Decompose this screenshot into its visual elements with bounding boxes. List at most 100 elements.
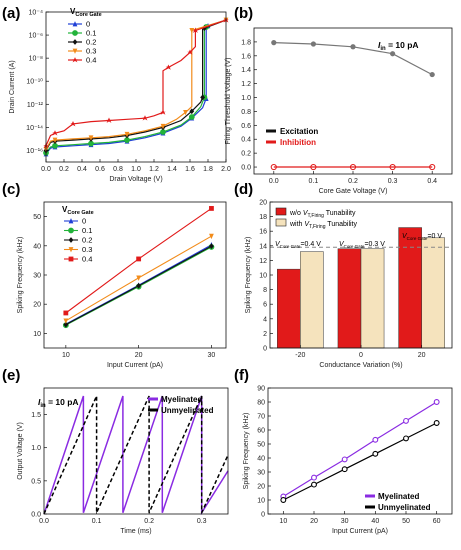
series-Myelinated-point <box>341 456 348 463</box>
c-ytick-label: 50 <box>33 214 41 221</box>
series-0.3-point <box>124 131 130 138</box>
svg-text:VCore Gate=0.4 V: VCore Gate=0.4 V <box>275 241 321 249</box>
panel-b-iin-value: = 10 pA <box>386 40 419 50</box>
series-Unmyelinated-point <box>403 435 409 442</box>
f-ytick-label: 20 <box>257 484 265 491</box>
a-xlabel: Drain Voltage (V) <box>109 176 162 183</box>
series-Unmyelinated-point <box>280 497 287 503</box>
legend-d2-sub: T,Firing <box>309 224 326 230</box>
panel-b-iin: I <box>378 40 381 50</box>
legend-d2-post: Tunability <box>325 221 357 228</box>
series-Inhibition-point <box>310 163 317 171</box>
series-0.4-point <box>192 27 199 33</box>
series-0.1-point <box>52 142 58 149</box>
a-ytick-label: 10⁻¹⁶ <box>26 148 43 155</box>
bar-with--20 <box>300 251 324 349</box>
d-ytick-label: 8 <box>263 287 267 294</box>
series-0.2-point <box>200 94 205 101</box>
panel-label-a: (a) <box>2 5 20 22</box>
e-ylabel: Output Voltage (V) <box>17 422 24 480</box>
series-Inhibition-point <box>270 163 277 171</box>
panel-e-iin: I <box>38 397 41 407</box>
bar-without--20 <box>277 268 301 349</box>
e-xtick-label: 0.0 <box>39 518 49 525</box>
c-ytick-label: 20 <box>33 302 41 309</box>
series-Unmyelinated-line <box>43 395 229 515</box>
b-ytick-label: 1.0 <box>241 95 251 102</box>
series-0.4-point <box>209 206 214 211</box>
svg-text:Iin = 10 pA: Iin = 10 pA <box>38 397 79 409</box>
a-ytick-label: 10⁻⁶ <box>29 33 43 40</box>
series-Unmyelinated-line <box>283 422 437 501</box>
panel-a-plot: 0.0 0.2 0.4 0.6 0.8 1.0 1.2 1.4 1.6 1.8 2.0 10⁻¹⁶ 10… <box>9 10 231 184</box>
panel-label-b: (b) <box>234 5 253 22</box>
series-0.2-point <box>209 243 214 249</box>
series-0.4-point <box>187 49 193 55</box>
b-ylabel: Firing Threshold Voltage (V) <box>225 57 232 144</box>
legend-c-label-0.4: 0.4 <box>82 255 92 264</box>
e-ytick-label: 1.5 <box>31 412 41 419</box>
series-0.1-line <box>45 19 227 154</box>
series-0.3-point <box>209 233 214 240</box>
legend-a-label-0.1: 0.1 <box>86 29 96 38</box>
panel-e-iin-sub: in <box>40 403 46 409</box>
panel-f-legend: Myelinated Unmyelinated <box>365 492 431 512</box>
legend-d1-sub: T,Firing <box>308 213 325 219</box>
panel-a-legend-title-sub: Core Gate <box>75 12 101 18</box>
e-xtick-label: 0.3 <box>197 518 207 525</box>
panel-b-iin-sub: in <box>380 46 386 52</box>
legend-c-label-0: 0 <box>82 217 86 226</box>
series-0.4-point <box>160 109 166 115</box>
legend-d1-post: Tunability <box>324 210 356 217</box>
e-xlabel: Time (ms) <box>120 528 151 535</box>
f-xtick-label: 50 <box>402 518 410 525</box>
legend-e-label-unmyelinated: Unmyelinated <box>161 406 214 415</box>
b-xtick-label: 0.0 <box>269 178 279 185</box>
panel-a-legend: VCore Gate <box>70 7 102 18</box>
f-ytick-label: 90 <box>257 386 265 393</box>
svg-text:VCore Gate: VCore Gate <box>70 7 102 18</box>
series-Inhibition-point <box>429 163 436 171</box>
legend-c-marker-0.2 <box>68 237 74 243</box>
f-xlabel: Input Current (pA) <box>332 528 388 535</box>
f-xtick-label: 10 <box>279 518 287 525</box>
d-ann3-sub: Core Gate <box>407 236 428 241</box>
series-0.4-line <box>45 19 227 147</box>
svg-text:with VT,Firing Tunability: with VT,Firing Tunability <box>289 221 358 230</box>
a-xtick-label: 0.0 <box>41 166 51 173</box>
panel-d-plot: -20 0 20 0 2 4 6 8 10 12 14 16 18 20 Conductance Varia… <box>245 200 453 369</box>
legend-e-label-myelinated: Myelinated <box>161 395 202 404</box>
a-xtick-label: 0.4 <box>77 166 87 173</box>
series-0.4-point <box>136 256 142 262</box>
b-ytick-label: 0.6 <box>241 123 251 130</box>
b-ytick-label: 0.0 <box>241 165 251 172</box>
series-Myelinated-point <box>372 436 379 443</box>
b-xtick-label: 0.4 <box>427 178 437 185</box>
panel-label-c: (c) <box>2 181 20 198</box>
series-Excitation-point <box>310 41 316 47</box>
a-xtick-label: 0.8 <box>113 166 123 173</box>
e-ytick-label: 0.0 <box>31 512 41 519</box>
f-xtick-label: 30 <box>341 518 349 525</box>
series-0.3-point <box>189 28 195 34</box>
series-0.1-point <box>188 114 195 120</box>
legend-d2-v: V <box>304 221 310 228</box>
a-ylabel: Drain Current (A) <box>9 60 16 113</box>
series-0.1-point <box>160 129 166 135</box>
f-xtick-label: 60 <box>433 518 441 525</box>
legend-c-marker-0.3 <box>68 247 74 253</box>
series-0.3-point <box>52 137 58 143</box>
c-xtick-label: 20 <box>135 352 143 359</box>
series-0.1-point <box>88 140 94 147</box>
series-Unmyelinated-point <box>341 466 348 473</box>
series-Inhibition-point <box>389 163 396 171</box>
series-0-line <box>45 19 227 155</box>
series-Excitation-point <box>350 44 356 50</box>
bar-with-0 <box>360 248 385 349</box>
d-xtick-label: -20 <box>295 352 305 359</box>
f-xtick-label: 20 <box>310 518 318 525</box>
b-xtick-label: 0.2 <box>348 178 358 185</box>
series-Excitation-point <box>429 71 435 78</box>
f-ytick-label: 60 <box>257 428 265 435</box>
